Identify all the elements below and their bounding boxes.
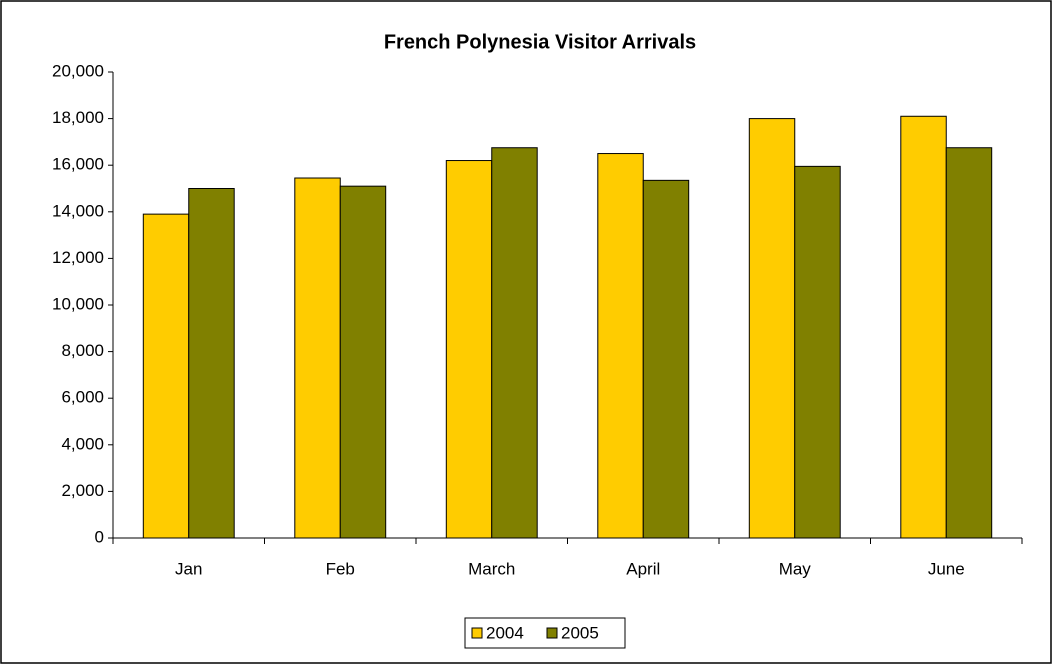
bar [794,165,841,539]
y-tick-label: 14,000 [52,201,104,220]
bar [597,153,644,539]
x-tick-label: May [779,559,812,578]
legend-box [464,617,626,649]
legend-swatch [471,627,483,639]
bar [945,147,993,539]
bar [642,179,690,539]
x-tick-label: June [928,559,965,578]
bar [188,188,235,539]
bar [445,160,493,539]
x-tick-label: March [468,559,515,578]
y-tick-label: 2,000 [61,481,104,500]
y-tick-label: 10,000 [52,294,104,313]
x-tick-label: Feb [326,559,355,578]
y-tick-label: 20,000 [52,61,104,80]
y-tick-label: 4,000 [61,434,104,453]
bar [339,185,387,539]
y-tick-label: 18,000 [52,108,104,127]
bar [142,213,190,539]
bar [491,147,538,539]
bar [900,115,947,539]
y-tick-label: 12,000 [52,248,104,267]
y-tick-label: 16,000 [52,155,104,174]
bar [294,177,341,539]
legend-swatch [546,627,558,639]
bar [748,118,796,539]
legend-label: 2005 [561,623,599,642]
legend-label: 2004 [486,623,524,642]
chart-title: French Polynesia Visitor Arrivals [384,31,696,53]
x-tick-label: Jan [175,559,202,578]
y-tick-label: 6,000 [61,388,104,407]
x-tick-label: April [626,559,660,578]
y-tick-label: 8,000 [61,341,104,360]
y-tick-label: 0 [95,527,104,546]
